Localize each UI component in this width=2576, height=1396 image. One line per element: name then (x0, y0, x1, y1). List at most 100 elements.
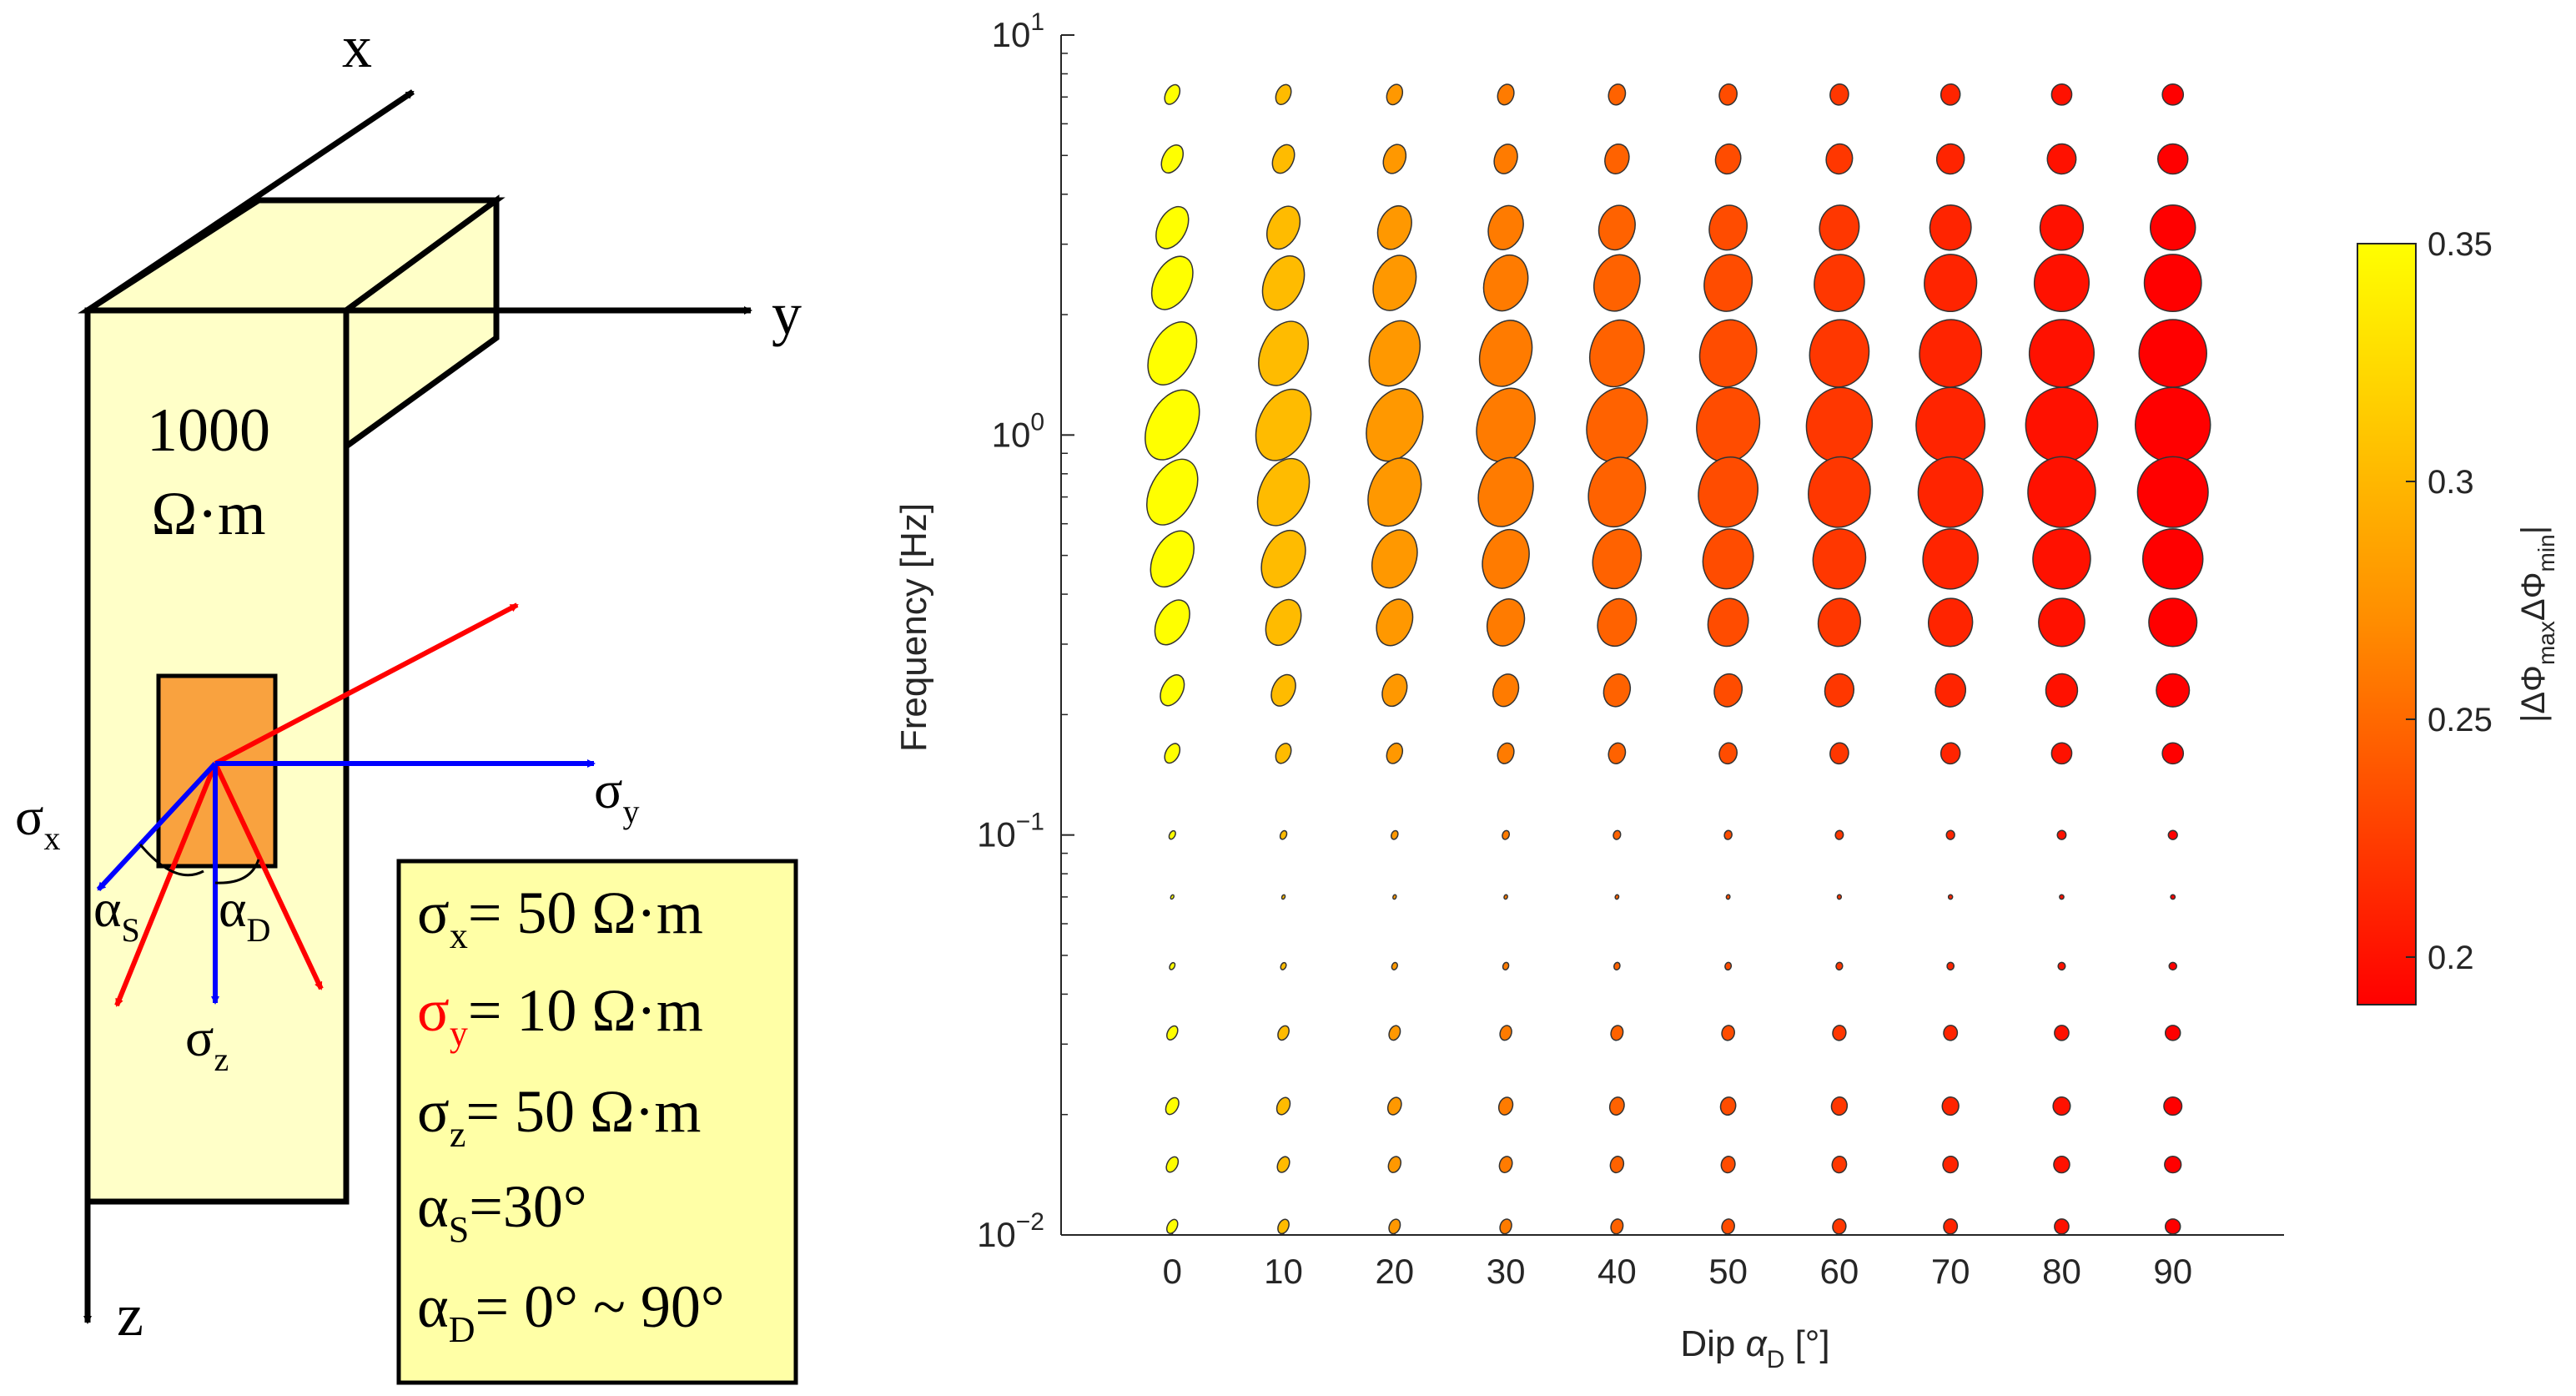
phase-tensor-ellipse (1392, 894, 1397, 900)
phase-tensor-ellipse (2161, 83, 2185, 106)
param-sigma-z: σz= 50 Ω·m (417, 1078, 701, 1155)
phase-tensor-ellipse (1721, 1218, 1735, 1235)
phase-tensor-ellipse (2134, 386, 2211, 463)
phase-tensor-ellipse (1924, 254, 1978, 313)
phase-tensor-ellipse (1166, 1218, 1179, 1234)
phase-tensor-ellipse (2170, 894, 2176, 900)
phase-tensor-ellipse (1277, 1218, 1290, 1235)
phase-tensor-ellipse (1714, 143, 1742, 175)
tick-labels: 0 10 20 30 40 50 60 70 80 90 101 100 10−1 10−2 (977, 8, 2192, 1291)
phase-tensor-ellipse (2038, 597, 2085, 648)
phase-tensor-ellipse (1497, 742, 1515, 764)
phase-tensor-ellipse (1935, 143, 1965, 175)
phase-tensor-ellipse (1832, 1025, 1847, 1041)
phase-tensor-ellipse (1586, 387, 1648, 463)
phase-tensor-ellipse (1702, 528, 1754, 590)
phase-tensor-ellipse (2138, 319, 2207, 388)
phase-tensor-ellipse (2148, 597, 2198, 648)
phase-tensor-ellipse (1808, 456, 1871, 528)
phase-tensor-ellipse (1945, 829, 1955, 840)
y-tick-label: 10−1 (977, 809, 1044, 854)
phase-tensor-ellipse (2149, 204, 2196, 251)
phase-tensor-ellipse (2052, 1096, 2071, 1116)
param-sigma-x: σx= 50 Ω·m (417, 879, 703, 956)
colorbar-label: |ΔΦmaxΔΦmin| (2515, 526, 2559, 723)
phase-tensor-ellipse (1597, 204, 1636, 251)
phase-tensor-ellipse (1614, 894, 1620, 900)
phase-tensor-ellipse (2053, 1155, 2070, 1174)
phase-tensor-ellipse (2167, 829, 2178, 840)
phase-tensor-ellipse (1613, 961, 1621, 971)
alpha-s-label: αS (93, 879, 140, 949)
phase-tensor-ellipse (1703, 254, 1753, 312)
blue-axis-x (96, 761, 218, 892)
phase-tensor-ellipse (1917, 456, 1984, 528)
phase-tensor-ellipse (1155, 205, 1190, 249)
phase-tensor-ellipse (2163, 1096, 2183, 1116)
phase-tensor-ellipse (1696, 386, 1761, 463)
phase-tensor-ellipse (1388, 1218, 1401, 1235)
x-tick-label: 40 (1597, 1252, 1637, 1291)
phase-tensor-ellipse (2032, 528, 2091, 590)
phase-tensor-ellipse (1608, 1096, 1625, 1116)
phase-tensor-ellipse (2164, 1218, 2181, 1235)
phase-tensor-ellipse (1275, 83, 1292, 106)
phase-tensor-ellipse (1941, 1096, 1960, 1116)
phase-tensor-ellipse (2141, 528, 2204, 590)
x-tick-label: 60 (1820, 1252, 1859, 1291)
phase-tensor-ellipse (1817, 597, 1861, 648)
phase-tensor-ellipse (1721, 1025, 1735, 1041)
parameter-box (396, 859, 798, 1385)
phase-tensor-ellipse (1713, 673, 1743, 708)
phase-tensor-ellipse (2050, 742, 2073, 765)
z-axis-label: z (117, 1282, 143, 1348)
phase-tensor-ellipse (1270, 673, 1296, 707)
phase-tensor-ellipse (1935, 673, 1967, 708)
sigma-x-label: σx (15, 787, 61, 857)
phase-tensor-ellipse (1502, 961, 1510, 970)
phase-tensor-ellipse (1835, 961, 1844, 971)
phase-tensor-ellipse (1497, 83, 1515, 106)
phase-tensor-ellipse (1371, 529, 1418, 589)
x-tick-label: 30 (1487, 1252, 1526, 1291)
phase-tensor-ellipse (1147, 321, 1198, 386)
y-axis-title: Frequency [Hz] (893, 503, 934, 752)
sigma-z-label: σz (185, 1008, 229, 1078)
red-axis-right (213, 762, 324, 990)
phase-tensor-ellipse (2025, 386, 2099, 463)
phase-tensor-ellipse (1164, 743, 1181, 764)
x-tick-label: 0 (1163, 1252, 1182, 1291)
phase-tensor-ellipse (1487, 204, 1524, 250)
phase-tensor-ellipse (1503, 894, 1508, 900)
phase-tensor-ellipse (1165, 1096, 1180, 1116)
phase-tensor-ellipse (1836, 894, 1843, 900)
phase-tensor-ellipse (1261, 255, 1306, 311)
param-alpha-s: αS=30° (417, 1173, 587, 1250)
phase-tensor-ellipse (1255, 388, 1312, 461)
ellipse-markers (1145, 83, 2211, 1235)
phase-tensor-ellipse (1391, 829, 1399, 840)
phase-tensor-ellipse (1723, 829, 1733, 840)
phase-tensor-ellipse (1499, 1025, 1512, 1041)
colorbar (2357, 243, 2417, 1005)
phase-tensor-ellipse (1387, 1156, 1402, 1173)
phase-tensor-ellipse-chart: 0 10 20 30 40 50 60 70 80 90 101 100 10−1 10−2 Dip αD… (893, 8, 2559, 1373)
phase-tensor-ellipse (1698, 319, 1758, 388)
phase-tensor-ellipse (1368, 320, 1421, 387)
phase-tensor-ellipse (1829, 742, 1849, 765)
phase-tensor-ellipse (1280, 961, 1287, 970)
param-sigma-y: σy= 10 Ω·m (417, 977, 703, 1054)
phase-tensor-ellipse (1486, 598, 1526, 647)
red-axis-left (114, 762, 218, 1007)
phase-tensor-ellipse (1382, 144, 1407, 174)
phase-tensor-ellipse (1367, 457, 1422, 527)
phase-tensor-ellipse (1482, 254, 1529, 312)
phase-tensor-ellipse (1160, 144, 1185, 174)
x-axis-label: x (342, 13, 372, 80)
phase-tensor-ellipse (1819, 204, 1860, 251)
block-resistivity-value: 1000 (147, 396, 270, 465)
phase-tensor-ellipse (1708, 204, 1748, 251)
phase-tensor-ellipse (2156, 673, 2191, 708)
phase-tensor-ellipse (2056, 829, 2067, 840)
phase-tensor-ellipse (1276, 1156, 1291, 1173)
